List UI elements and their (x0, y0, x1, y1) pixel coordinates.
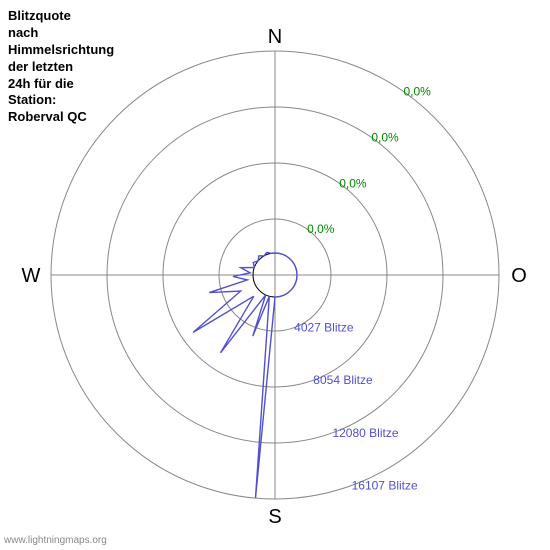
svg-text:16107 Blitze: 16107 Blitze (352, 478, 418, 492)
footer-credit: www.lightningmaps.org (4, 535, 107, 546)
svg-text:12080 Blitze: 12080 Blitze (332, 426, 398, 440)
svg-text:4027 Blitze: 4027 Blitze (294, 321, 354, 335)
svg-text:0,0%: 0,0% (403, 85, 431, 99)
chart-title: BlitzquotenachHimmelsrichtungder letzten… (8, 8, 114, 126)
svg-text:0,0%: 0,0% (371, 130, 399, 144)
svg-text:O: O (511, 265, 527, 287)
svg-text:8054 Blitze: 8054 Blitze (313, 373, 373, 387)
svg-text:S: S (268, 506, 281, 528)
svg-text:W: W (22, 265, 41, 287)
svg-text:0,0%: 0,0% (339, 176, 367, 190)
svg-text:0,0%: 0,0% (307, 222, 335, 236)
svg-text:N: N (268, 26, 282, 48)
